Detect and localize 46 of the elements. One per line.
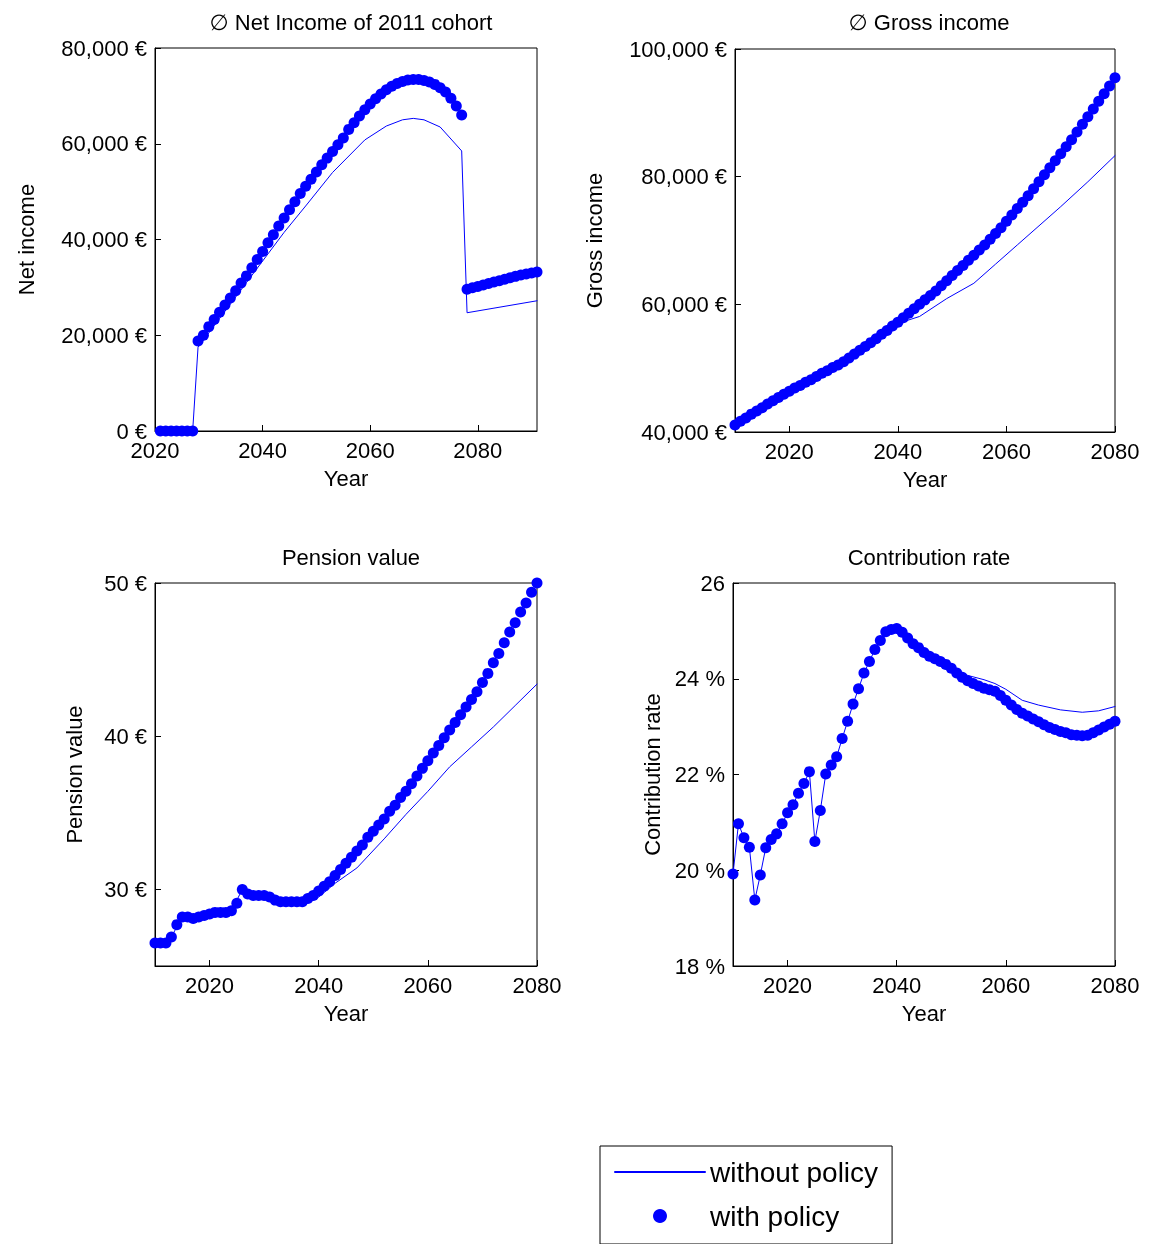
x-axis-title: Year	[323, 465, 369, 491]
y-tick-label: 80,000 €	[61, 35, 147, 61]
x-tick-label: 2040	[294, 972, 344, 998]
x-axis-title: Year	[902, 466, 948, 492]
x-tick-label: 2020	[185, 972, 235, 998]
chart-title: ∅ Net Income of 2011 cohort	[209, 9, 493, 35]
x-tick-label: 2080	[512, 972, 562, 998]
y-tick-label: 50 €	[104, 570, 147, 596]
y-axis-title: Net income	[13, 183, 39, 296]
x-tick-label: 2060	[345, 437, 395, 463]
x-tick-label: 2040	[872, 972, 922, 998]
y-tick-label: 40,000 €	[641, 419, 727, 445]
x-tick-label: 2060	[981, 438, 1031, 464]
chart-title: Contribution rate	[847, 544, 1011, 570]
x-tick-label: 2040	[873, 438, 923, 464]
y-axis-title: Gross income	[581, 172, 607, 309]
chart-title: Pension value	[281, 544, 421, 570]
x-axis-title: Year	[323, 1000, 369, 1026]
legend-label: without policy	[709, 1156, 879, 1188]
y-tick-label: 30 €	[104, 876, 147, 902]
y-tick-label: 24 %	[674, 666, 725, 692]
x-tick-label: 2020	[764, 438, 814, 464]
y-tick-label: 40 €	[104, 723, 147, 749]
y-axis-title: Pension value	[61, 705, 87, 844]
x-tick-label: 2020	[763, 972, 813, 998]
y-tick-label: 40,000 €	[61, 227, 147, 252]
chart-title: ∅ Gross income	[848, 9, 1010, 35]
y-tick-label: 18 %	[674, 953, 725, 979]
y-tick-label: 100,000 €	[629, 36, 727, 62]
y-tick-label: 22 %	[674, 762, 725, 787]
y-tick-label: 20,000 €	[61, 322, 147, 348]
x-axis-title: Year	[901, 1000, 947, 1026]
x-tick-label: 2060	[981, 972, 1031, 998]
y-tick-label: 0 €	[116, 418, 147, 444]
y-axis-title: Contribution rate	[639, 693, 665, 856]
legend-label: with policy	[709, 1200, 840, 1232]
y-tick-label: 80,000 €	[641, 164, 727, 190]
y-tick-label: 26	[700, 570, 725, 596]
x-tick-label: 2080	[1090, 438, 1140, 464]
y-tick-label: 20 %	[674, 857, 725, 883]
x-tick-label: 2040	[238, 437, 288, 463]
y-tick-label: 60,000 €	[641, 291, 727, 317]
x-tick-label: 2060	[403, 972, 453, 998]
x-tick-label: 2080	[1090, 972, 1140, 998]
x-tick-label: 2080	[453, 437, 503, 463]
y-tick-label: 60,000 €	[61, 131, 147, 157]
